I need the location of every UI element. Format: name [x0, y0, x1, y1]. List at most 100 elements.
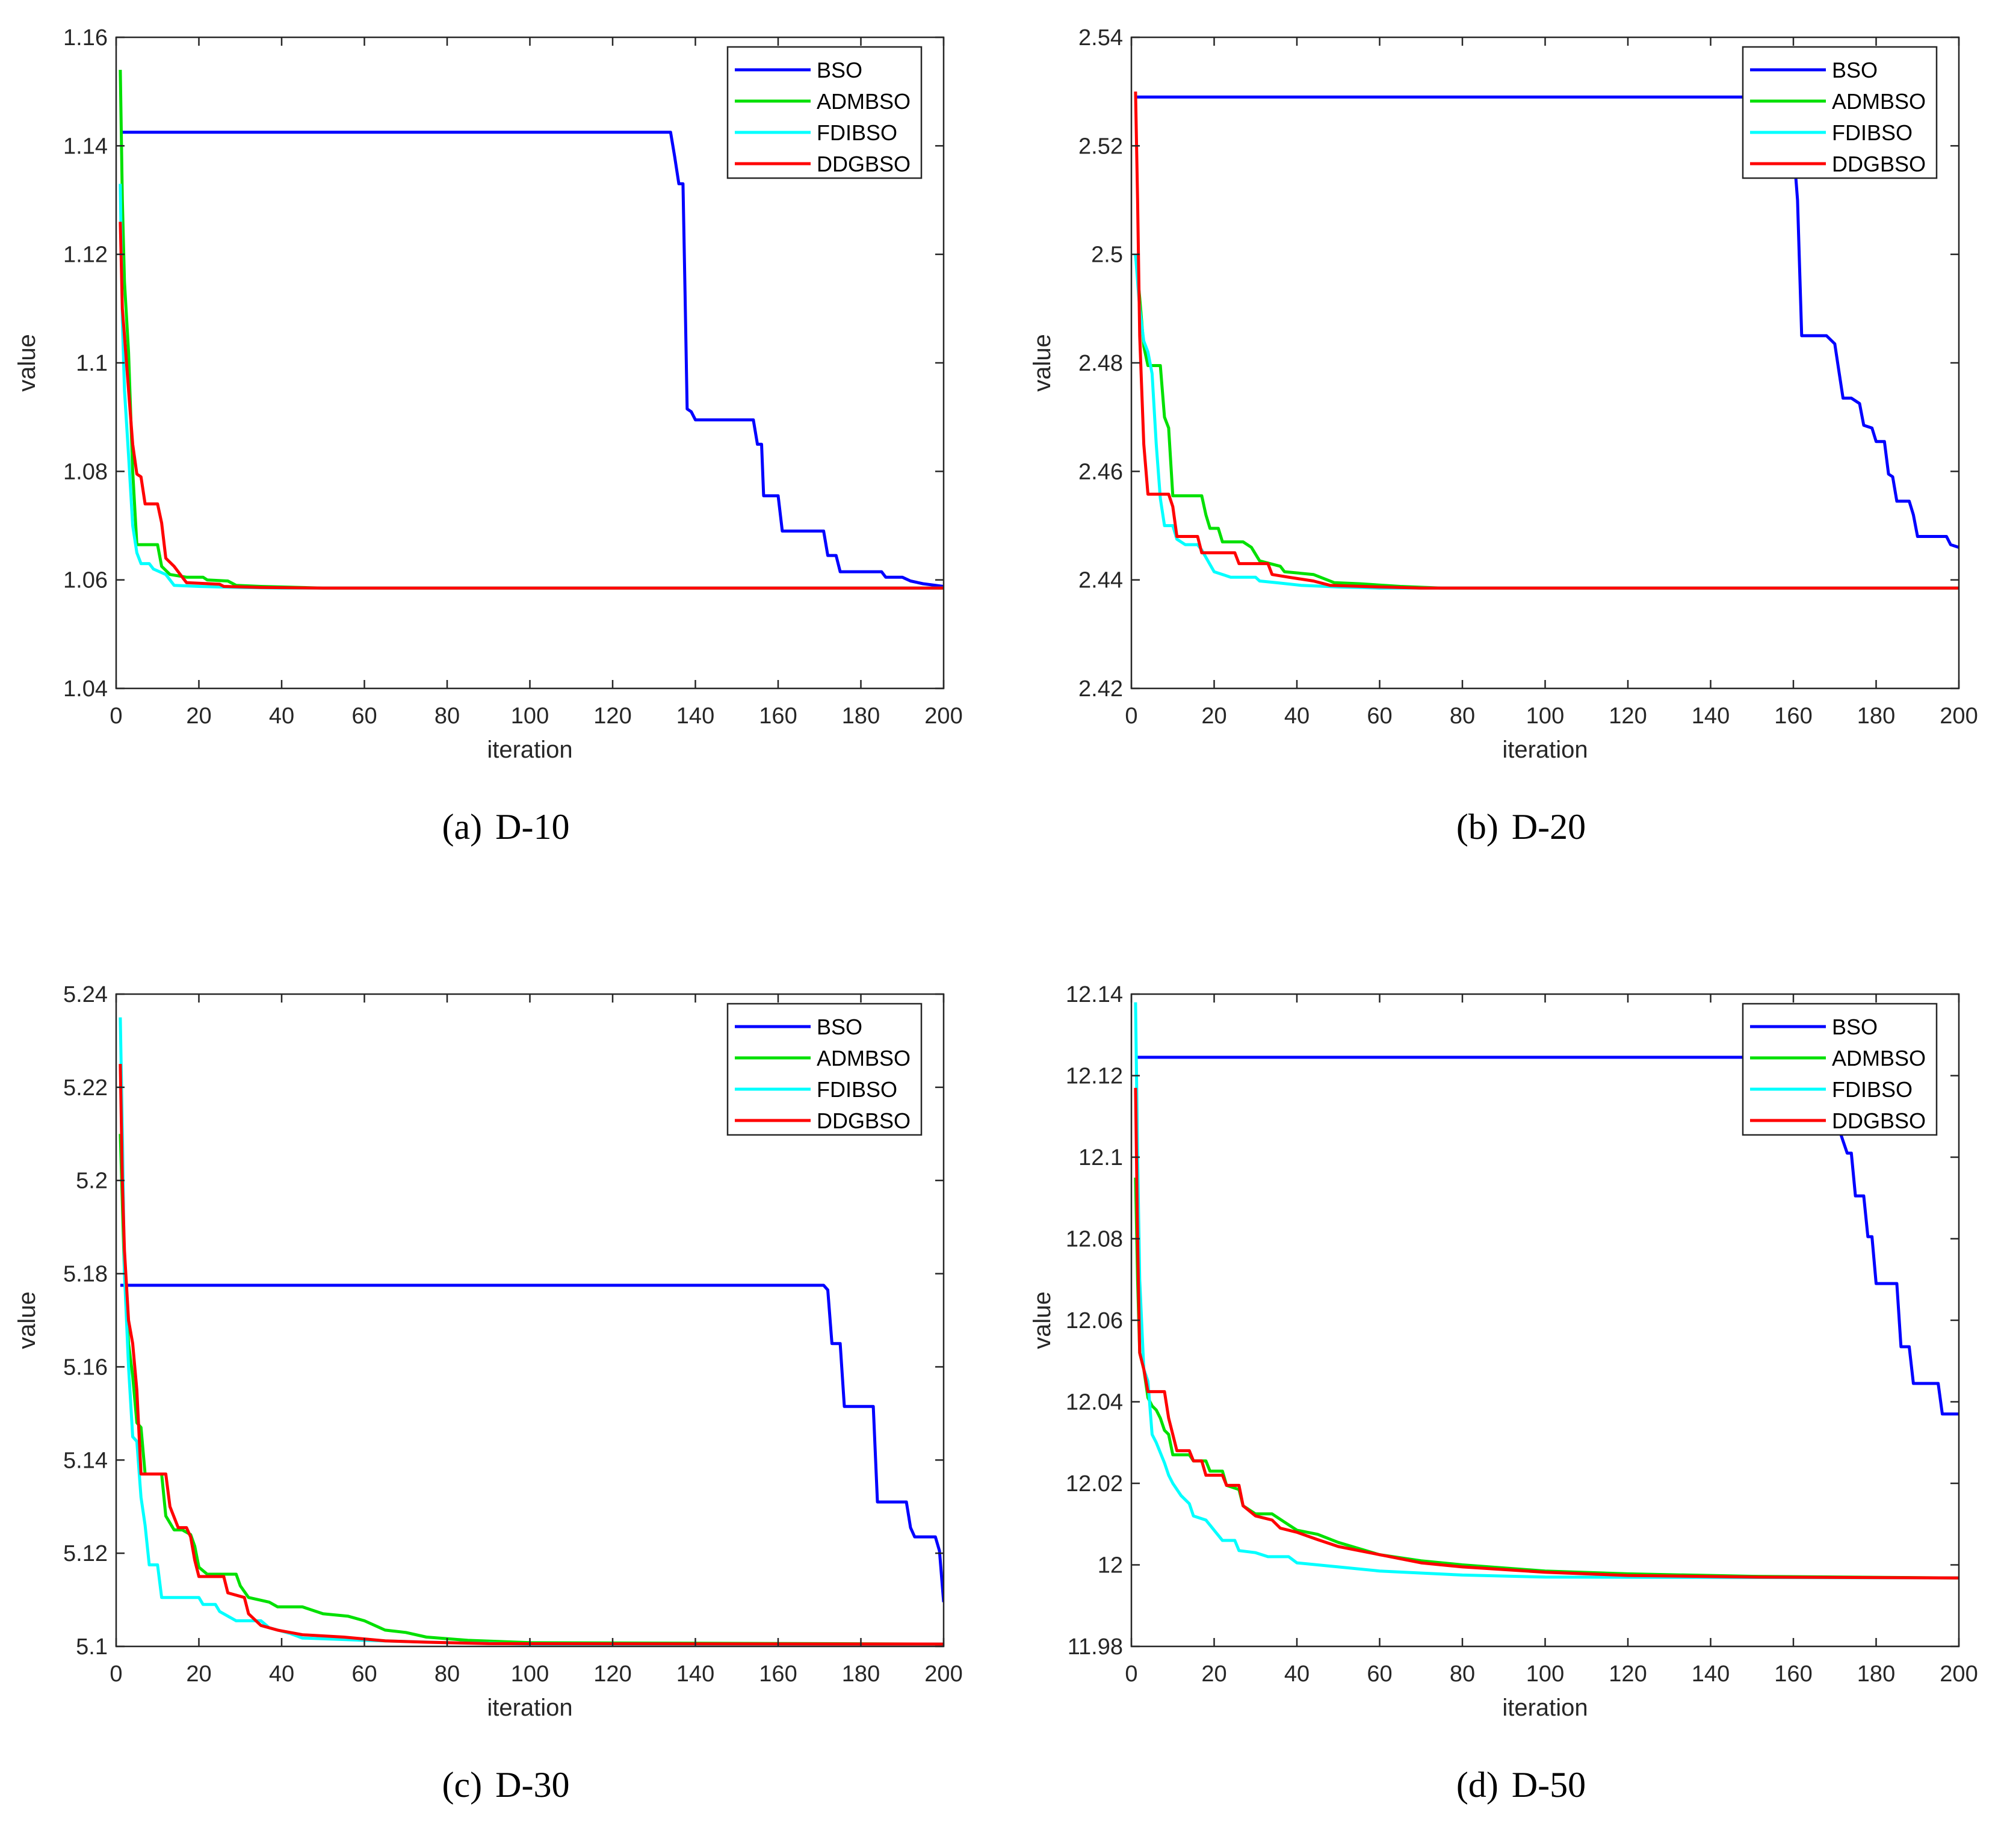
y-tick-label: 5.1 — [76, 1634, 108, 1660]
y-tick-label: 12.02 — [1066, 1471, 1123, 1497]
y-axis-label: value — [1029, 334, 1056, 392]
series-line-ddgbso — [119, 1064, 944, 1646]
x-tick-label: 160 — [759, 703, 797, 729]
x-tick-label: 80 — [435, 703, 460, 729]
legend-label-bso: BSO — [1832, 58, 1878, 82]
y-tick-label: 2.46 — [1078, 459, 1123, 484]
x-tick-label: 40 — [269, 703, 294, 729]
series-group — [119, 70, 944, 590]
x-tick-label: 180 — [1857, 1661, 1895, 1687]
y-tick-label: 1.06 — [63, 568, 108, 593]
x-tick-label: 140 — [1692, 703, 1730, 729]
legend-label-fdibso: FDIBSO — [1832, 1077, 1913, 1102]
series-line-bso — [120, 131, 944, 588]
x-tick-label: 120 — [593, 703, 631, 729]
series-line-bso — [1135, 95, 1959, 549]
x-tick-label: 0 — [1125, 1661, 1137, 1687]
legend-label-fdibso: FDIBSO — [817, 120, 897, 145]
caption: (a) D-10 — [442, 807, 570, 847]
y-tick-label: 12.04 — [1066, 1390, 1123, 1415]
y-tick-label: 5.24 — [63, 982, 108, 1007]
legend: BSO ADMBSO FDIBSO DDGBSO — [1742, 1003, 1938, 1136]
x-axis-label: iteration — [487, 737, 572, 763]
x-tick-label: 180 — [842, 703, 880, 729]
y-tick-label: 5.2 — [76, 1169, 108, 1194]
caption: (c) D-30 — [442, 1765, 570, 1805]
y-tick-label: 5.22 — [63, 1075, 108, 1101]
x-tick-label: 100 — [511, 1661, 549, 1687]
y-tick-label: 2.44 — [1078, 568, 1123, 593]
y-tick-label: 2.48 — [1078, 351, 1123, 376]
series-line-admbso — [119, 1134, 944, 1646]
series-line-fdibso — [1134, 1002, 1959, 1580]
caption-letter: (d) — [1456, 1765, 1498, 1805]
x-tick-label: 160 — [759, 1661, 797, 1687]
legend-label-bso: BSO — [817, 1015, 862, 1039]
y-tick-label: 5.14 — [63, 1448, 108, 1473]
y-tick-label: 12.12 — [1066, 1064, 1123, 1089]
series-line-ddgbso — [119, 221, 944, 590]
y-axis-label: value — [14, 334, 40, 392]
y-tick-label: 2.52 — [1078, 134, 1123, 159]
x-tick-label: 40 — [1284, 703, 1310, 729]
series-group — [1134, 91, 1959, 590]
x-tick-label: 140 — [676, 703, 714, 729]
y-tick-label: 1.08 — [63, 459, 108, 484]
legend-label-admbso: ADMBSO — [817, 89, 911, 114]
x-tick-label: 100 — [1526, 1661, 1564, 1687]
x-tick-label: 80 — [435, 1661, 460, 1687]
caption-letter: (c) — [442, 1765, 483, 1805]
legend-label-ddgbso: DDGBSO — [817, 152, 911, 176]
y-tick-label: 1.12 — [63, 243, 108, 268]
x-tick-label: 160 — [1774, 703, 1812, 729]
x-tick-label: 120 — [1609, 703, 1647, 729]
y-tick-label: 2.42 — [1078, 676, 1123, 702]
y-axis-label: value — [1029, 1291, 1056, 1349]
y-tick-label: 12.06 — [1066, 1308, 1123, 1333]
x-tick-label: 120 — [593, 1661, 631, 1687]
x-tick-label: 20 — [186, 1661, 211, 1687]
legend-label-admbso: ADMBSO — [1832, 1046, 1926, 1071]
y-tick-label: 5.12 — [63, 1541, 108, 1566]
x-tick-label: 80 — [1450, 1661, 1475, 1687]
caption-name: D-20 — [1512, 807, 1586, 847]
x-tick-label: 0 — [110, 703, 122, 729]
caption: (d) D-50 — [1456, 1765, 1586, 1805]
legend-label-ddgbso: DDGBSO — [1832, 152, 1926, 176]
legend: BSO ADMBSO FDIBSO DDGBSO — [1742, 46, 1938, 179]
x-tick-label: 20 — [1201, 1661, 1226, 1687]
y-axis-label: value — [14, 1291, 40, 1349]
caption-name: D-10 — [495, 807, 569, 847]
x-tick-label: 20 — [186, 703, 211, 729]
x-tick-label: 60 — [1367, 1661, 1392, 1687]
chart-panel-2: 0 20 40 60 80 100 120 140 160 180 200 2.42 2.44 2.46 2… — [1029, 25, 1978, 847]
x-tick-label: 160 — [1774, 1661, 1812, 1687]
y-tick-label: 1.1 — [76, 351, 108, 376]
series-line-fdibso — [119, 1017, 944, 1646]
caption-letter: (b) — [1456, 807, 1498, 847]
series-line-ddgbso — [1134, 1087, 1959, 1580]
x-tick-label: 40 — [269, 1661, 294, 1687]
y-tick-label: 2.5 — [1091, 243, 1123, 268]
x-tick-label: 200 — [924, 1661, 962, 1687]
x-tick-label: 200 — [924, 703, 962, 729]
x-tick-label: 60 — [1367, 703, 1392, 729]
y-tick-label: 5.18 — [63, 1262, 108, 1287]
x-axis-label: iteration — [487, 1695, 572, 1721]
caption: (b) D-20 — [1456, 807, 1586, 847]
x-tick-label: 80 — [1450, 703, 1475, 729]
x-tick-label: 140 — [1692, 1661, 1730, 1687]
chart-panel-3: 0 20 40 60 80 100 120 140 160 180 200 5.1 5.12 5.14 5.… — [14, 982, 963, 1805]
y-tick-label: 5.16 — [63, 1355, 108, 1380]
legend: BSO ADMBSO FDIBSO DDGBSO — [726, 46, 923, 179]
series-line-fdibso — [1134, 254, 1959, 590]
x-tick-label: 0 — [1125, 703, 1137, 729]
x-tick-label: 20 — [1201, 703, 1226, 729]
legend-label-fdibso: FDIBSO — [817, 1077, 897, 1102]
legend-label-admbso: ADMBSO — [1832, 89, 1926, 114]
x-tick-label: 40 — [1284, 1661, 1310, 1687]
x-axis-label: iteration — [1502, 1695, 1588, 1721]
legend-label-ddgbso: DDGBSO — [817, 1108, 911, 1133]
x-tick-label: 60 — [351, 1661, 377, 1687]
